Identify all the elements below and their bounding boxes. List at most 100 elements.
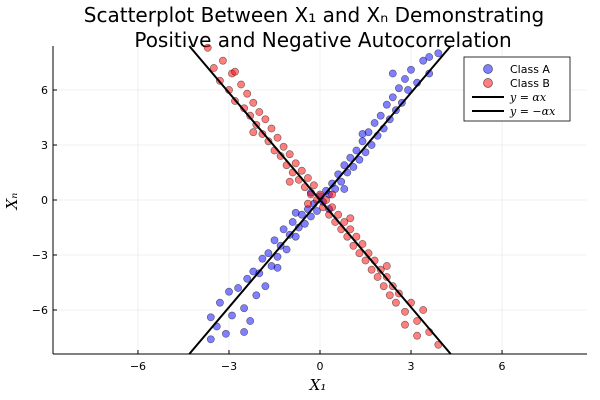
data-point: [297, 166, 306, 175]
data-point: [279, 225, 288, 234]
x-tick-label: 6: [499, 360, 506, 373]
data-point: [258, 254, 267, 263]
data-point: [388, 69, 397, 78]
data-point: [270, 236, 279, 245]
data-point: [282, 245, 291, 254]
data-point: [407, 65, 415, 74]
data-point: [243, 274, 252, 283]
data-point: [288, 218, 297, 226]
data-point: [303, 199, 312, 208]
data-point: [340, 218, 349, 226]
data-point: [240, 304, 248, 313]
y-tick-label: −6: [32, 304, 48, 317]
data-point: [300, 219, 309, 228]
data-point: [419, 56, 428, 65]
data-point: [237, 80, 245, 89]
reference-lines: [188, 45, 452, 355]
data-point: [352, 146, 361, 155]
data-point: [352, 232, 361, 241]
data-point: [285, 150, 294, 159]
data-point: [349, 163, 358, 171]
series-class-b: [203, 43, 443, 349]
x-tick-label: 3: [408, 360, 415, 373]
data-point: [401, 320, 409, 329]
legend-label-positive-line: y = αx: [509, 91, 547, 104]
data-point: [267, 124, 276, 133]
data-point: [313, 207, 321, 215]
data-point: [225, 287, 233, 296]
data-point: [291, 208, 300, 217]
data-point: [273, 133, 282, 142]
data-point: [240, 328, 248, 336]
data-point: [303, 174, 312, 182]
data-point: [249, 128, 258, 137]
data-point: [206, 335, 215, 344]
x-tick-label: −3: [221, 360, 237, 373]
axes: [52, 46, 587, 355]
data-point: [413, 331, 421, 340]
data-point: [370, 119, 379, 127]
data-point: [401, 75, 409, 83]
data-point: [255, 108, 264, 116]
data-point: [382, 100, 391, 109]
data-point: [273, 263, 282, 272]
data-point: [264, 249, 273, 258]
data-point: [367, 141, 376, 149]
data-point: [285, 177, 294, 186]
data-point: [404, 86, 412, 94]
data-point: [261, 115, 270, 124]
data-point: [252, 291, 261, 300]
legend-label-class-b: Class B: [510, 77, 550, 90]
data-point: [355, 249, 364, 258]
legend-marker-class-b: [483, 78, 493, 88]
data-point: [376, 111, 385, 120]
negative-reference-line: [188, 45, 452, 355]
legend-marker-class-a: [483, 64, 493, 74]
data-point: [340, 161, 349, 170]
data-point: [279, 142, 288, 151]
data-point: [346, 153, 355, 162]
data-point: [249, 98, 258, 107]
data-point: [388, 93, 397, 102]
data-point: [221, 329, 230, 338]
data-point: [243, 89, 252, 98]
series-class-a: [206, 49, 443, 344]
data-point: [367, 265, 376, 274]
y-axis-label: Xₙ: [3, 193, 21, 211]
data-point: [358, 130, 367, 138]
data-point: [218, 56, 227, 65]
x-tick-label: −6: [130, 360, 146, 373]
y-tick-label: 6: [41, 84, 48, 97]
data-point: [379, 282, 388, 291]
data-point: [337, 177, 346, 186]
data-point: [291, 232, 300, 241]
data-point: [434, 49, 443, 58]
data-point: [258, 130, 267, 138]
data-point: [346, 225, 355, 234]
data-point: [425, 53, 434, 61]
data-point: [340, 185, 349, 193]
y-tick-label: 3: [41, 139, 48, 152]
y-tick-label: 0: [41, 194, 48, 207]
data-point: [215, 298, 224, 307]
chart-title-line-1: Scatterplot Between X₁ and Xₙ Demonstrat…: [84, 3, 544, 27]
data-point: [355, 155, 364, 164]
data-point: [382, 262, 391, 270]
data-point: [228, 311, 236, 320]
data-point: [391, 298, 400, 307]
data-point: [373, 273, 382, 281]
data-point: [206, 313, 215, 322]
data-point: [328, 190, 336, 199]
data-point: [273, 252, 282, 261]
data-point: [291, 159, 300, 168]
chart-title: Scatterplot Between X₁ and Xₙ Demonstrat…: [84, 3, 544, 52]
data-point: [349, 241, 358, 250]
data-point: [209, 64, 218, 72]
data-point: [246, 317, 255, 325]
x-axis-label: X₁: [309, 376, 327, 394]
data-point: [419, 306, 428, 314]
tick-labels: −6 −3 0 3 6 −6 −3 0 3 6: [32, 84, 506, 373]
data-point: [334, 210, 343, 219]
